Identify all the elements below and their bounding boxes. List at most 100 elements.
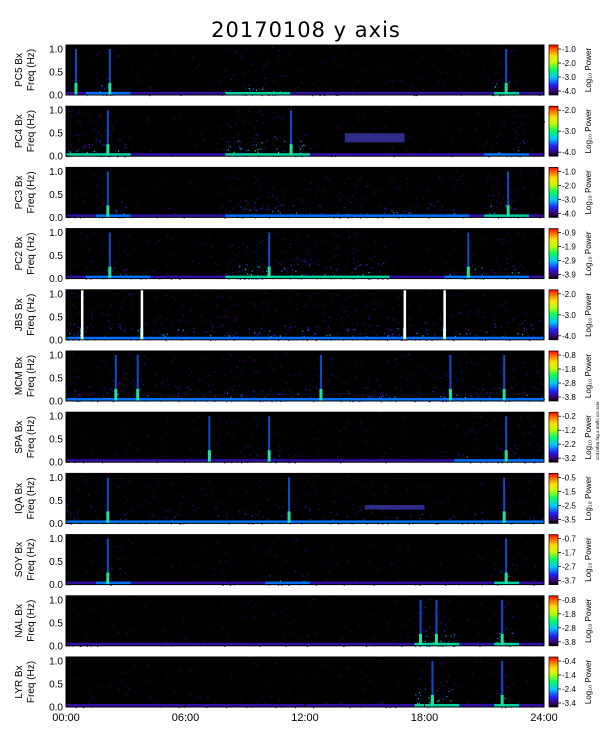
power-pixel [73, 57, 75, 59]
power-pixel [178, 564, 180, 566]
y-axis-freq-label: Freq (Hz) [26, 416, 37, 458]
power-pixel [397, 322, 399, 324]
power-pixel [265, 65, 267, 67]
power-pixel [453, 492, 455, 494]
power-pixel [190, 130, 192, 132]
power-pixel [503, 183, 506, 185]
power-pixel [449, 661, 451, 663]
power-pixel [481, 523, 483, 525]
power-pixel [261, 328, 263, 330]
low-freq-band [125, 581, 132, 585]
power-pixel [254, 616, 256, 618]
power-pixel [224, 462, 226, 464]
low-freq-band [324, 642, 331, 646]
power-pixel [235, 117, 238, 119]
power-pixel [212, 383, 214, 385]
power-pixel [511, 207, 513, 209]
low-freq-band [215, 153, 221, 157]
power-pixel [92, 326, 94, 329]
power-pixel [265, 483, 267, 485]
broadband-event-core [500, 633, 504, 646]
low-freq-band [474, 581, 480, 585]
power-pixel [436, 523, 438, 525]
power-pixel [249, 272, 251, 274]
power-pixel [460, 604, 462, 606]
low-freq-band [364, 153, 371, 157]
power-pixel [429, 627, 431, 629]
low-freq-band [315, 642, 321, 646]
power-pixel [374, 498, 376, 500]
power-pixel [478, 388, 480, 390]
low-freq-band [85, 153, 92, 157]
power-pixel [74, 116, 76, 118]
power-pixel [321, 62, 323, 64]
power-pixel [72, 353, 74, 355]
low-freq-band [260, 275, 266, 279]
power-pixel [166, 518, 168, 520]
low-freq-band [339, 275, 346, 279]
power-pixel [347, 475, 349, 477]
power-pixel [104, 87, 106, 89]
power-pixel [105, 365, 108, 367]
y-tick-label: 1.0 [49, 595, 63, 606]
low-freq-band [469, 214, 475, 218]
power-pixel [532, 476, 535, 478]
power-pixel [363, 439, 365, 441]
power-pixel [347, 560, 349, 562]
power-pixel [120, 328, 122, 330]
power-pixel [511, 523, 513, 525]
power-pixel [459, 311, 461, 313]
power-pixel [380, 442, 382, 444]
power-pixel [430, 668, 432, 670]
power-pixel [384, 333, 386, 335]
power-pixel [382, 336, 384, 338]
low-freq-band [369, 214, 375, 218]
low-freq-band [459, 642, 465, 646]
power-pixel [462, 401, 464, 403]
power-pixel [430, 292, 432, 294]
power-pixel [361, 311, 363, 313]
low-freq-band [539, 153, 545, 157]
colorbar [548, 44, 559, 96]
power-pixel [534, 494, 536, 496]
power-pixel [396, 600, 398, 602]
low-freq-band [90, 336, 97, 340]
low-freq-band [295, 153, 301, 157]
power-pixel [153, 496, 156, 498]
power-pixel [179, 523, 181, 525]
power-pixel [481, 359, 483, 361]
power-pixel [77, 517, 79, 519]
power-pixel [251, 435, 254, 437]
power-pixel [294, 325, 296, 328]
power-pixel [500, 326, 502, 328]
power-pixel [399, 477, 401, 479]
low-freq-band [519, 520, 525, 524]
power-pixel [196, 322, 198, 324]
low-freq-band [404, 520, 410, 524]
power-pixel [245, 199, 247, 201]
power-pixel [512, 369, 514, 371]
low-freq-band [90, 642, 97, 646]
low-freq-band [334, 642, 341, 646]
power-pixel [225, 310, 227, 312]
power-pixel [390, 328, 392, 330]
power-pixel [70, 516, 72, 518]
low-freq-band [275, 459, 281, 463]
low-freq-band [155, 520, 161, 524]
power-pixel [340, 127, 342, 129]
power-pixel [199, 488, 201, 490]
low-freq-band [329, 214, 336, 218]
power-pixel [77, 510, 79, 512]
power-pixel [93, 397, 95, 399]
low-freq-band [255, 704, 261, 707]
power-pixel [425, 635, 427, 638]
low-freq-band [374, 336, 380, 340]
low-freq-band [150, 92, 156, 95]
low-freq-band [160, 92, 166, 95]
power-pixel [252, 640, 254, 642]
power-pixel [441, 206, 443, 209]
power-pixel [368, 257, 370, 259]
power-pixel [360, 509, 362, 511]
power-pixel [339, 675, 341, 677]
power-pixel [467, 313, 469, 315]
